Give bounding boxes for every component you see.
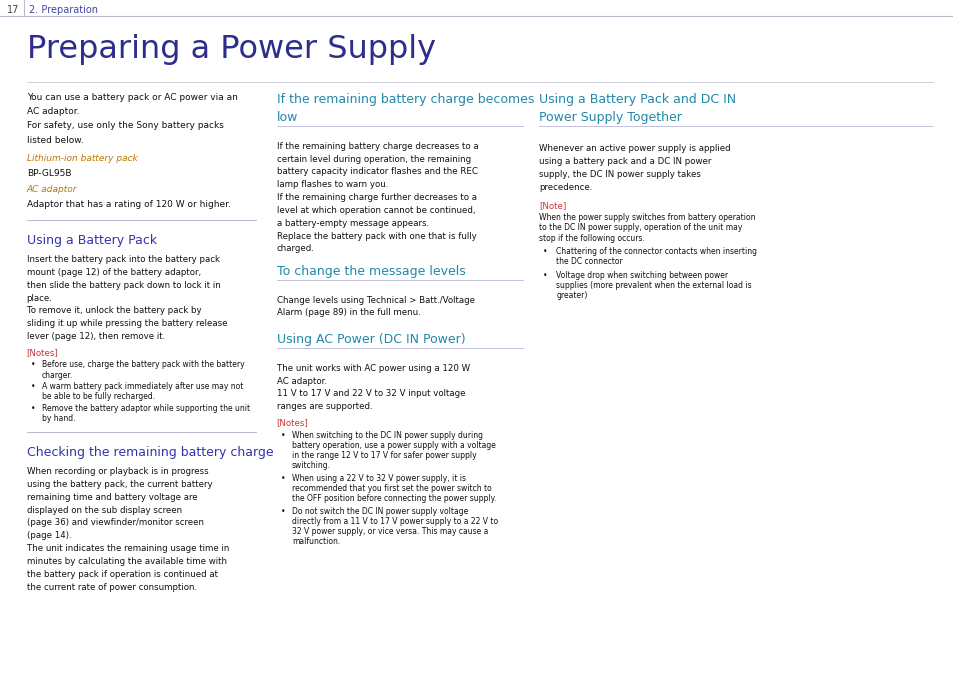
- Text: Whenever an active power supply is applied: Whenever an active power supply is appli…: [538, 144, 730, 153]
- Text: •: •: [30, 404, 35, 412]
- Text: the battery pack if operation is continued at: the battery pack if operation is continu…: [27, 570, 217, 578]
- Text: •: •: [280, 431, 285, 439]
- Text: charger.: charger.: [42, 371, 73, 379]
- Text: low: low: [276, 111, 297, 124]
- Text: 11 V to 17 V and 22 V to 32 V input voltage: 11 V to 17 V and 22 V to 32 V input volt…: [276, 389, 465, 398]
- Text: the DC connector: the DC connector: [556, 257, 622, 266]
- Text: Do not switch the DC IN power supply voltage: Do not switch the DC IN power supply vol…: [292, 507, 468, 516]
- Text: (page 36) and viewfinder/monitor screen: (page 36) and viewfinder/monitor screen: [27, 518, 204, 527]
- Text: Remove the battery adaptor while supporting the unit: Remove the battery adaptor while support…: [42, 404, 250, 412]
- Text: certain level during operation, the remaining: certain level during operation, the rema…: [276, 155, 470, 163]
- Text: level at which operation cannot be continued,: level at which operation cannot be conti…: [276, 206, 475, 215]
- Text: 32 V power supply, or vice versa. This may cause a: 32 V power supply, or vice versa. This m…: [292, 527, 488, 536]
- Text: •: •: [280, 474, 285, 483]
- Text: •: •: [280, 507, 285, 516]
- Text: supplies (more prevalent when the external load is: supplies (more prevalent when the extern…: [556, 281, 751, 290]
- Text: switching.: switching.: [292, 461, 331, 470]
- Text: Power Supply Together: Power Supply Together: [538, 111, 681, 124]
- Text: The unit indicates the remaining usage time in: The unit indicates the remaining usage t…: [27, 544, 229, 553]
- Text: AC adaptor: AC adaptor: [27, 185, 77, 194]
- Text: directly from a 11 V to 17 V power supply to a 22 V to: directly from a 11 V to 17 V power suppl…: [292, 517, 497, 526]
- Text: listed below.: listed below.: [27, 136, 83, 144]
- Text: [Notes]: [Notes]: [27, 348, 58, 357]
- Text: When recording or playback is in progress: When recording or playback is in progres…: [27, 467, 208, 476]
- Text: (page 14).: (page 14).: [27, 531, 71, 540]
- Text: battery operation, use a power supply with a voltage: battery operation, use a power supply wi…: [292, 441, 496, 450]
- Text: Voltage drop when switching between power: Voltage drop when switching between powe…: [556, 271, 727, 279]
- Text: The unit works with AC power using a 120 W: The unit works with AC power using a 120…: [276, 364, 469, 373]
- Text: You can use a battery pack or AC power via an: You can use a battery pack or AC power v…: [27, 93, 237, 102]
- Text: charged.: charged.: [276, 244, 314, 253]
- Text: the OFF position before connecting the power supply.: the OFF position before connecting the p…: [292, 494, 496, 503]
- Text: Using AC Power (DC IN Power): Using AC Power (DC IN Power): [276, 333, 465, 346]
- Text: •: •: [542, 247, 547, 256]
- Text: supply, the DC IN power supply takes: supply, the DC IN power supply takes: [538, 170, 700, 179]
- Text: in the range 12 V to 17 V for safer power supply: in the range 12 V to 17 V for safer powe…: [292, 451, 476, 460]
- Text: A warm battery pack immediately after use may not: A warm battery pack immediately after us…: [42, 382, 243, 391]
- Text: When the power supply switches from battery operation: When the power supply switches from batt…: [538, 213, 755, 222]
- Text: place.: place.: [27, 294, 52, 302]
- Text: ranges are supported.: ranges are supported.: [276, 402, 372, 411]
- Text: [Note]: [Note]: [538, 201, 566, 210]
- Text: Lithium-ion battery pack: Lithium-ion battery pack: [27, 154, 137, 163]
- Text: For safety, use only the Sony battery packs: For safety, use only the Sony battery pa…: [27, 122, 223, 130]
- Text: Preparing a Power Supply: Preparing a Power Supply: [27, 34, 436, 65]
- Text: lever (page 12), then remove it.: lever (page 12), then remove it.: [27, 332, 165, 341]
- Text: Chattering of the connector contacts when inserting: Chattering of the connector contacts whe…: [556, 247, 757, 256]
- Text: 2. Preparation: 2. Preparation: [29, 5, 97, 16]
- Text: Adaptor that has a rating of 120 W or higher.: Adaptor that has a rating of 120 W or hi…: [27, 200, 231, 209]
- Text: When switching to the DC IN power supply during: When switching to the DC IN power supply…: [292, 431, 482, 439]
- Text: the current rate of power consumption.: the current rate of power consumption.: [27, 583, 196, 591]
- Text: Replace the battery pack with one that is fully: Replace the battery pack with one that i…: [276, 232, 476, 240]
- Text: malfunction.: malfunction.: [292, 537, 340, 546]
- Text: •: •: [30, 360, 35, 369]
- Text: To remove it, unlock the battery pack by: To remove it, unlock the battery pack by: [27, 306, 201, 315]
- Text: sliding it up while pressing the battery release: sliding it up while pressing the battery…: [27, 319, 227, 328]
- Text: stop if the following occurs.: stop if the following occurs.: [538, 234, 644, 242]
- Text: [Notes]: [Notes]: [276, 418, 308, 427]
- Text: AC adaptor.: AC adaptor.: [276, 377, 326, 385]
- Text: If the remaining battery charge becomes: If the remaining battery charge becomes: [276, 93, 534, 106]
- Text: using the battery pack, the current battery: using the battery pack, the current batt…: [27, 480, 213, 489]
- Text: 17: 17: [7, 5, 19, 16]
- Text: Alarm (page 89) in the full menu.: Alarm (page 89) in the full menu.: [276, 308, 420, 317]
- Text: by hand.: by hand.: [42, 414, 75, 423]
- Text: If the remaining battery charge decreases to a: If the remaining battery charge decrease…: [276, 142, 477, 151]
- Text: BP-GL95B: BP-GL95B: [27, 169, 71, 178]
- Text: •: •: [542, 271, 547, 279]
- Text: then slide the battery pack down to lock it in: then slide the battery pack down to lock…: [27, 281, 220, 290]
- Text: Using a Battery Pack and DC IN: Using a Battery Pack and DC IN: [538, 93, 736, 106]
- Text: precedence.: precedence.: [538, 183, 592, 192]
- Text: remaining time and battery voltage are: remaining time and battery voltage are: [27, 493, 197, 502]
- Text: battery capacity indicator flashes and the REC: battery capacity indicator flashes and t…: [276, 167, 477, 176]
- Text: Insert the battery pack into the battery pack: Insert the battery pack into the battery…: [27, 255, 219, 264]
- Text: Before use, charge the battery pack with the battery: Before use, charge the battery pack with…: [42, 360, 244, 369]
- Text: lamp flashes to warn you.: lamp flashes to warn you.: [276, 180, 388, 189]
- Text: recommended that you first set the power switch to: recommended that you first set the power…: [292, 484, 491, 493]
- Text: AC adaptor.: AC adaptor.: [27, 107, 79, 116]
- Text: When using a 22 V to 32 V power supply, it is: When using a 22 V to 32 V power supply, …: [292, 474, 465, 483]
- Text: using a battery pack and a DC IN power: using a battery pack and a DC IN power: [538, 157, 711, 166]
- Text: Using a Battery Pack: Using a Battery Pack: [27, 234, 156, 246]
- Text: to the DC IN power supply, operation of the unit may: to the DC IN power supply, operation of …: [538, 223, 741, 232]
- Text: To change the message levels: To change the message levels: [276, 265, 465, 278]
- Text: •: •: [30, 382, 35, 391]
- Text: displayed on the sub display screen: displayed on the sub display screen: [27, 506, 182, 514]
- Text: mount (page 12) of the battery adaptor,: mount (page 12) of the battery adaptor,: [27, 268, 201, 277]
- Text: If the remaining charge further decreases to a: If the remaining charge further decrease…: [276, 193, 476, 202]
- Text: greater): greater): [556, 291, 587, 300]
- Text: a battery-empty message appears.: a battery-empty message appears.: [276, 219, 428, 227]
- Text: be able to be fully recharged.: be able to be fully recharged.: [42, 392, 155, 401]
- Text: Change levels using Technical > Batt./Voltage: Change levels using Technical > Batt./Vo…: [276, 296, 475, 304]
- Text: minutes by calculating the available time with: minutes by calculating the available tim…: [27, 557, 227, 566]
- Text: Checking the remaining battery charge: Checking the remaining battery charge: [27, 446, 274, 458]
